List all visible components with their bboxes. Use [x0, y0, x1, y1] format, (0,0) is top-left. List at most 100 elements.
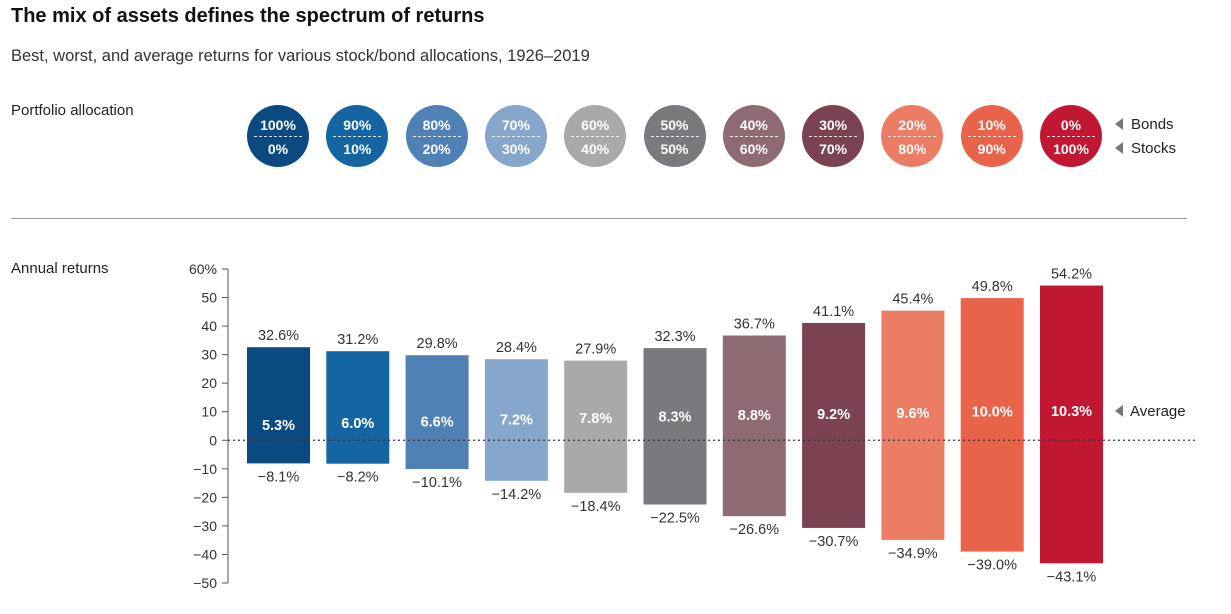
bonds-percent: 100%: [260, 117, 296, 133]
best-return-label: 36.7%: [734, 317, 775, 333]
best-return-label: 32.3%: [654, 329, 695, 345]
worst-return-label: −18.4%: [571, 499, 621, 515]
circle-divider: [571, 136, 620, 137]
allocation-circle: 80% 20%: [405, 105, 468, 167]
bonds-percent: 40%: [739, 117, 768, 133]
bonds-percent: 70%: [501, 117, 530, 133]
y-tick-label: −50: [193, 575, 217, 591]
circle-divider: [650, 136, 699, 137]
circle-divider: [491, 136, 540, 137]
worst-return-label: −26.6%: [730, 522, 780, 538]
stocks-percent: 40%: [581, 141, 610, 157]
stocks-percent: 0%: [267, 141, 289, 157]
worst-return-label: −43.1%: [1047, 569, 1097, 585]
worst-return-label: −30.7%: [809, 534, 859, 550]
average-return-label: 8.3%: [658, 410, 691, 426]
left-triangle-icon: [1115, 142, 1123, 154]
return-bar: [247, 347, 310, 464]
bonds-percent: 10%: [977, 117, 1006, 133]
stocks-percent: 10%: [343, 141, 372, 157]
allocation-circle: 50% 50%: [643, 105, 706, 167]
circle-divider: [412, 136, 461, 137]
worst-return-label: −39.0%: [967, 558, 1017, 574]
bonds-percent: 90%: [343, 117, 372, 133]
y-tick-label: 30: [201, 347, 217, 363]
return-bar: [722, 335, 786, 517]
y-tick-label: 0: [209, 432, 217, 448]
y-tick-label: −30: [193, 518, 217, 534]
best-return-label: 45.4%: [892, 292, 933, 308]
y-tick-label: 60%: [189, 261, 217, 277]
stocks-percent: 30%: [501, 141, 530, 157]
y-tick-label: −20: [193, 489, 217, 505]
bonds-percent: 80%: [422, 117, 451, 133]
return-bar: [960, 298, 1024, 552]
stocks-percent: 50%: [660, 141, 689, 157]
bonds-percent: 20%: [898, 117, 927, 133]
circle-divider: [809, 136, 858, 137]
worst-return-label: −22.5%: [650, 511, 700, 527]
best-return-label: 28.4%: [496, 340, 537, 356]
stocks-percent: 90%: [977, 141, 1006, 157]
average-return-label: 6.0%: [341, 416, 374, 432]
stocks-percent: 100%: [1053, 141, 1089, 157]
average-return-label: 9.6%: [896, 406, 929, 422]
best-return-label: 41.1%: [813, 304, 854, 320]
return-bar: [881, 310, 945, 540]
average-return-label: 7.2%: [500, 413, 533, 429]
chart-title: The mix of assets defines the spectrum o…: [11, 5, 485, 27]
stocks-percent: 70%: [819, 141, 848, 157]
stocks-percent: 60%: [739, 141, 768, 157]
annual-returns-label: Annual returns: [11, 260, 109, 277]
return-bar: [802, 322, 866, 528]
best-return-label: 54.2%: [1051, 267, 1092, 283]
circle-divider: [888, 136, 937, 137]
y-tick-label: 50: [201, 290, 217, 306]
y-tick-label: −10: [193, 461, 217, 477]
bonds-legend: Bonds: [1115, 116, 1174, 133]
stocks-percent: 20%: [422, 141, 451, 157]
allocation-circle: 60% 40%: [564, 105, 627, 167]
average-return-label: 7.8%: [579, 411, 612, 427]
worst-return-label: −34.9%: [888, 546, 938, 562]
circle-divider: [254, 136, 302, 137]
left-triangle-icon: [1115, 404, 1123, 417]
bonds-percent: 30%: [819, 117, 848, 133]
y-tick-label: 20: [201, 375, 217, 391]
bonds-percent: 0%: [1060, 117, 1082, 133]
left-triangle-icon: [1115, 118, 1123, 130]
bonds-percent: 50%: [660, 117, 689, 133]
chart-subtitle: Best, worst, and average returns for var…: [11, 47, 590, 65]
worst-return-label: −8.1%: [258, 469, 300, 485]
best-return-label: 31.2%: [337, 332, 378, 348]
bonds-percent: 60%: [581, 117, 610, 133]
circle-divider: [1047, 136, 1095, 137]
best-return-label: 29.8%: [417, 336, 458, 352]
allocation-circle: 40% 60%: [722, 105, 785, 167]
bonds-legend-label: Bonds: [1131, 116, 1174, 133]
allocation-circle: 30% 70%: [802, 105, 865, 167]
return-bar: [1040, 285, 1103, 564]
best-return-label: 32.6%: [258, 328, 299, 344]
stocks-percent: 80%: [898, 141, 927, 157]
return-bar: [564, 360, 628, 493]
allocation-circle: 10% 90%: [960, 105, 1023, 167]
best-return-label: 49.8%: [972, 279, 1013, 295]
section-divider: [11, 218, 1187, 219]
circle-divider: [967, 136, 1016, 137]
portfolio-allocation-label: Portfolio allocation: [11, 102, 134, 119]
allocation-circle: 100% 0%: [247, 105, 309, 167]
return-bar: [326, 351, 390, 464]
return-bar: [643, 348, 707, 505]
average-return-label: 9.2%: [817, 407, 850, 423]
y-tick-label: 10: [201, 404, 217, 420]
average-return-label: 8.8%: [738, 408, 771, 424]
average-return-label: 6.6%: [421, 414, 454, 430]
worst-return-label: −10.1%: [412, 475, 462, 491]
circle-divider: [729, 136, 778, 137]
best-return-label: 27.9%: [575, 342, 616, 358]
y-tick-label: 40: [201, 318, 217, 334]
stocks-legend-label: Stocks: [1131, 140, 1177, 157]
average-return-label: 10.3%: [1051, 404, 1092, 420]
